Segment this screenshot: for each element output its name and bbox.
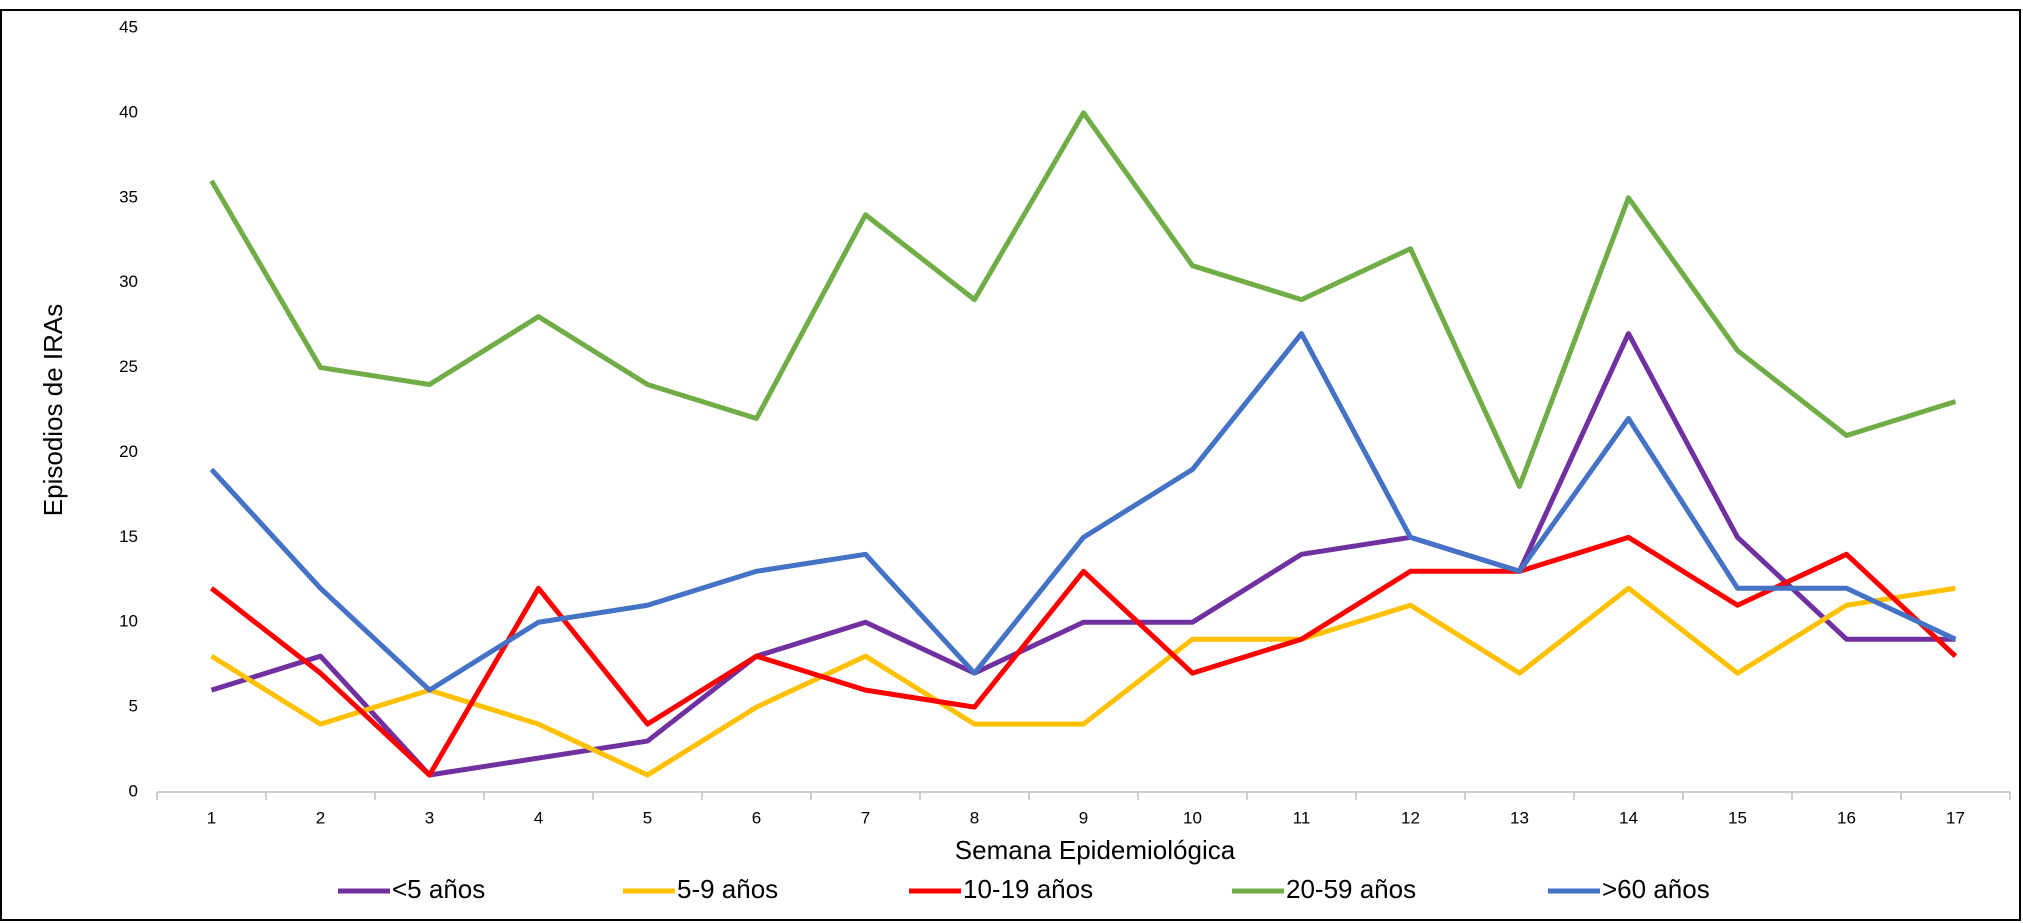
x-tick-label: 1 <box>207 808 216 827</box>
legend-label: <5 años <box>392 874 485 904</box>
y-tick-label: 10 <box>119 612 138 631</box>
x-tick-label: 12 <box>1401 808 1420 827</box>
x-tick-label: 14 <box>1619 808 1638 827</box>
x-tick-label: 9 <box>1079 808 1088 827</box>
y-tick-label: 0 <box>129 781 138 800</box>
series-line <box>210 331 1956 778</box>
x-tick-label: 4 <box>534 808 543 827</box>
x-tick-label: 2 <box>316 808 325 827</box>
x-axis-title: Semana Epidemiológica <box>955 835 1236 865</box>
y-tick-label: 5 <box>129 697 138 716</box>
chart-frame <box>0 9 2021 921</box>
series-line <box>209 534 1958 778</box>
x-tick-label: 15 <box>1728 808 1747 827</box>
x-tick-label: 13 <box>1510 808 1529 827</box>
x-tick-label: 7 <box>861 808 870 827</box>
series-line <box>209 110 1957 489</box>
x-tick-label: 11 <box>1293 808 1311 827</box>
x-tick-label: 17 <box>1946 808 1965 827</box>
series-line <box>209 331 1957 693</box>
y-tick-label: 30 <box>119 272 138 291</box>
y-tick-label: 15 <box>119 527 138 546</box>
y-axis-title: Episodios de IRAs <box>38 304 68 516</box>
y-tick-label: 40 <box>119 102 138 121</box>
legend-label: 20-59 años <box>1286 874 1416 904</box>
x-tick-label: 10 <box>1183 808 1202 827</box>
y-tick-label: 45 <box>119 17 138 36</box>
legend-label: 10-19 años <box>963 874 1093 904</box>
series-line <box>210 585 1956 778</box>
x-tick-label: 6 <box>752 808 761 827</box>
x-tick-label: 3 <box>425 808 434 827</box>
x-tick-label: 16 <box>1837 808 1856 827</box>
y-tick-label: 20 <box>119 442 138 461</box>
legend-label: 5-9 años <box>677 874 778 904</box>
y-tick-label: 25 <box>119 357 138 376</box>
x-tick-label: 5 <box>643 808 652 827</box>
y-tick-label: 35 <box>119 187 138 206</box>
x-tick-label: 8 <box>970 808 979 827</box>
legend-label: >60 años <box>1602 874 1710 904</box>
